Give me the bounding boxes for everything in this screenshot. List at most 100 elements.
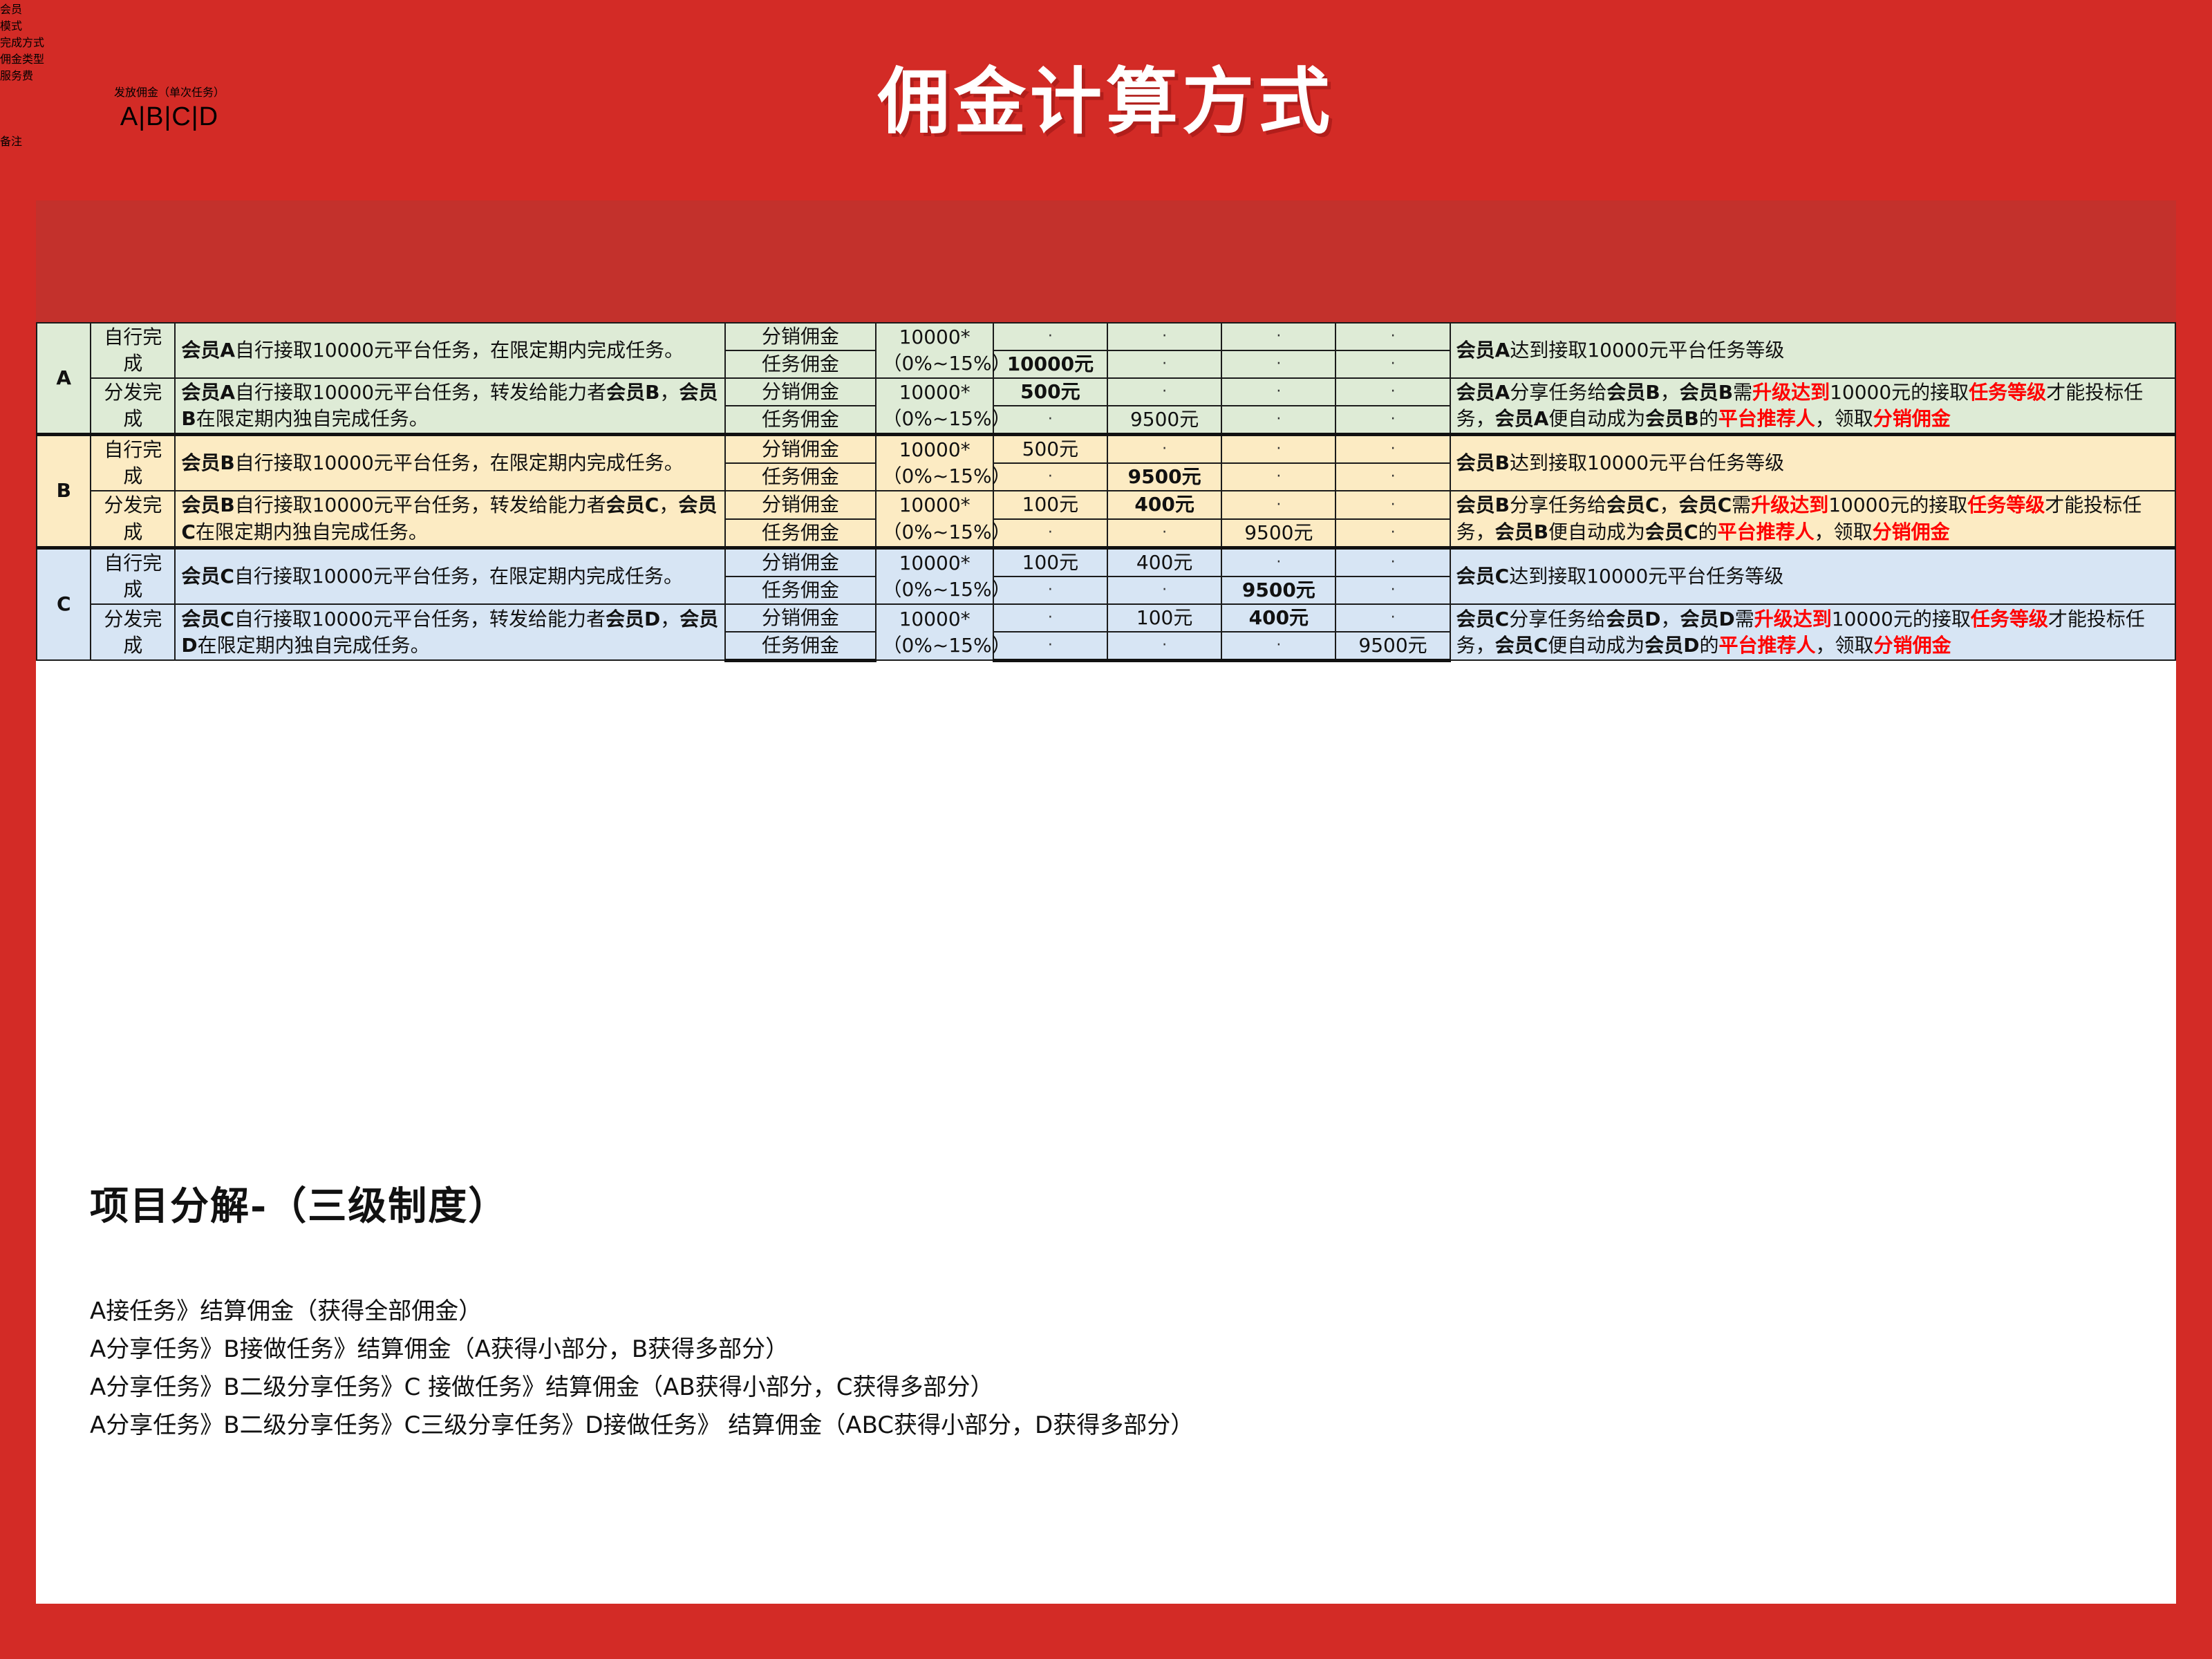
text-run: ， [659,494,679,517]
amount-b-cell: · [1107,575,1223,605]
text-run: 分享任务给 [1510,494,1607,517]
service-fee-value: 10000* （0%~15%） [875,377,1011,435]
text-run: 的 [1698,520,1718,543]
text-run: 会员C [1678,494,1732,517]
text-run: 才能投标任务， [1456,381,2144,431]
commission-type-label: 分销佣金 [724,377,877,407]
mode-label: 自行完成 [90,545,176,605]
text-run: 升级达到 [1752,381,1830,404]
footer-bullet-list: A接任务》结算佣金（获得全部佣金） A分享任务》B接做任务》结算佣金（A获得小部分… [90,1293,1194,1445]
text-run: 会员B [1494,520,1549,543]
text-run: 会员A [181,381,236,404]
finish-method-text: 会员A自行接取10000元平台任务，转发给能力者会员B，会员B在限定期内独自完成… [174,377,726,435]
table-body: A 自行完成 会员A自行接取10000元平台任务，在限定期内完成任务。 分销佣金 100… [35,321,2177,662]
fee-line-2: （0%~15%） [882,520,1011,543]
amount-a-cell: · [992,575,1109,605]
header-mode: 模式 [0,21,23,32]
text-run: 便自动成为 [1548,520,1646,543]
amount-c-cell: 9500元 [1221,575,1337,605]
amount-d-cell: · [1335,603,1451,632]
text-run: 自行接取10000元平台任务，转发给能力者 [234,607,606,630]
header-member: 会员 [0,4,23,16]
text-run: 分销佣金 [1872,520,1950,543]
text-run: 在限定期内独自完成任务。 [196,407,429,431]
text-run: 会员C [1456,607,1510,630]
table-row: 任务佣金 · · · 9500元 [37,630,2175,662]
amount-a-cell: 500元 [992,433,1109,465]
text-run: 会员D [1606,607,1661,630]
amount-d-cell: · [1335,350,1451,379]
text-run: 任务等级 [1967,494,2045,517]
service-fee-value: 10000* （0%~15%） [875,490,1011,549]
amount-a-cell: · [992,321,1109,352]
text-run: 会员B [181,494,235,517]
fee-line-2: （0%~15%） [882,577,1011,601]
text-run: 会员D [605,607,661,630]
amount-c-cell: · [1221,405,1337,435]
amount-c-cell: · [1221,321,1337,352]
amount-c-cell: · [1221,433,1337,465]
amount-d-cell: · [1335,405,1451,435]
text-run: 会员C [181,607,234,630]
text-run: 平台推荐人 [1717,520,1815,543]
table-row: 分发完成 会员B自行接取10000元平台任务，转发给能力者会员C，会员C在限定期内… [37,490,2177,549]
footer-line: A分享任务》B接做任务》结算佣金（A获得小部分，B获得多部分） [90,1335,789,1364]
text-run: 需 [1734,607,1754,630]
service-fee-value: 10000* （0%~15%） [875,603,1011,662]
commission-type-label: 任务佣金 [724,518,877,549]
text-run: 达到接取10000元平台任务等级 [1510,451,1785,475]
fee-line-1: 10000* [899,326,971,348]
text-run: 会员C [606,494,659,517]
amount-b-cell: · [1107,321,1223,352]
header-payout-sub: A|B|C|D [120,102,219,131]
text-run: 会员A [1456,381,1510,404]
text-run: 会员C [1494,633,1548,657]
service-fee-value: 10000* （0%~15%） [875,321,1011,379]
text-run: 会员C [181,494,718,543]
amount-d-cell: · [1335,490,1451,520]
finish-method-text: 会员C自行接取10000元平台任务，转发给能力者会员D，会员D在限定期内独自完成… [174,603,726,662]
finish-method-text: 会员A自行接取10000元平台任务，在限定期内完成任务。 [174,321,726,379]
commission-type-label: 分销佣金 [724,603,877,632]
text-run: 自行接取10000元平台任务，在限定期内完成任务。 [234,564,683,588]
mode-label: 自行完成 [90,433,176,492]
header-service-fee: 服务费 [0,71,34,82]
text-run: 升级达到 [1751,494,1829,517]
text-run: 会员B [1606,381,1660,404]
text-run: 才能投标任务， [1456,494,2142,543]
text-run: 会员C [1645,520,1698,543]
commission-table: A 自行完成 会员A自行接取10000元平台任务，在限定期内完成任务。 分销佣金 100… [35,321,2177,662]
amount-b-cell: 9500元 [1107,462,1223,492]
text-run: 会员B [1645,407,1699,431]
text-run: 会员B [1679,381,1734,404]
text-run: 会员D [1644,633,1700,657]
amount-c-cell: · [1221,630,1337,662]
amount-d-cell: · [1335,462,1451,492]
fee-line-1: 10000* [899,551,971,574]
service-fee-value: 10000* （0%~15%） [875,545,1011,605]
text-run: ， [1660,607,1680,630]
amount-b-cell: · [1107,433,1223,465]
commission-type-label: 任务佣金 [724,462,877,492]
commission-type-label: 分销佣金 [724,433,877,465]
text-run: 的 [1699,633,1719,657]
text-run: 便自动成为 [1548,407,1646,431]
text-run: 自行接取10000元平台任务，转发给能力者 [235,381,607,404]
text-run: 任务等级 [1969,381,2047,404]
text-run: 自行接取10000元平台任务，在限定期内完成任务。 [235,339,684,362]
fee-line-2: （0%~15%） [882,465,1011,488]
text-run: ，领取 [1814,520,1873,543]
commission-type-label: 任务佣金 [724,575,877,605]
service-fee-value: 10000* （0%~15%） [875,433,1011,492]
page-title: 佣金计算方式 [877,59,1334,144]
text-run: 自行接取10000元平台任务，在限定期内完成任务。 [234,451,684,475]
fee-line-1: 10000* [899,494,971,517]
amount-c-cell: · [1221,545,1337,577]
amount-b-cell: · [1107,377,1223,407]
text-run: 会员B [1456,451,1510,475]
text-run: 会员C [181,564,234,588]
text-run: 会员A [1494,407,1549,431]
member-label: C [35,545,92,662]
footer-subtitle: 项目分解-（三级制度） [90,1183,509,1229]
